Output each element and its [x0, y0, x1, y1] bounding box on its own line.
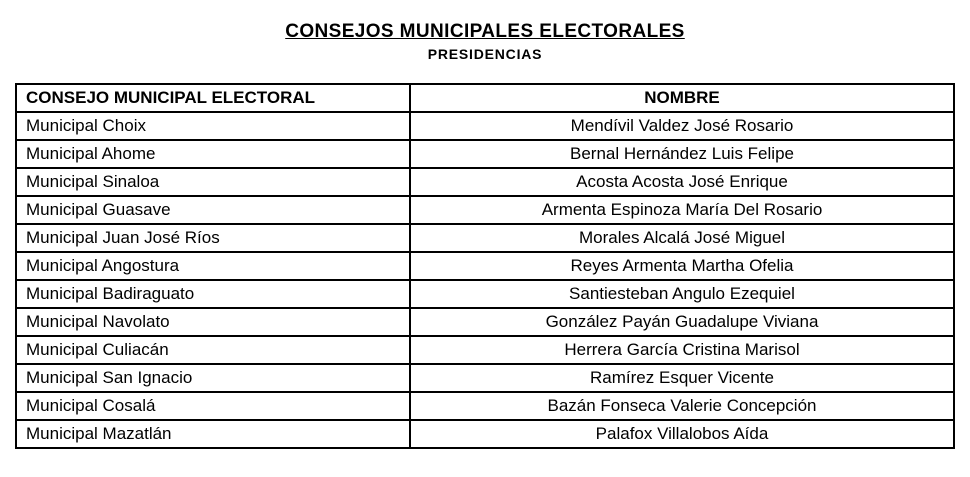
header-nombre: NOMBRE [409, 83, 955, 113]
consejo-cell: Municipal Navolato [15, 307, 411, 337]
consejo-cell: Municipal Guasave [15, 195, 411, 225]
nombre-cell: Ramírez Esquer Vicente [409, 363, 955, 393]
nombre-cell: Bazán Fonseca Valerie Concepción [409, 391, 955, 421]
table-row: Municipal Sinaloa Acosta Acosta José Enr… [15, 167, 955, 197]
nombre-cell: Bernal Hernández Luis Felipe [409, 139, 955, 169]
page-subtitle: PRESIDENCIAS [427, 46, 543, 62]
table-body: Municipal Choix Mendívil Valdez José Ros… [15, 111, 955, 449]
table-row: Municipal Ahome Bernal Hernández Luis Fe… [15, 139, 955, 169]
document-page: CONSEJOS MUNICIPALES ELECTORALES PRESIDE… [0, 21, 970, 449]
consejo-cell: Municipal Cosalá [15, 391, 411, 421]
table-row: Municipal Culiacán Herrera García Cristi… [15, 335, 955, 365]
presidencias-table: CONSEJO MUNICIPAL ELECTORAL NOMBRE Munic… [15, 83, 955, 449]
consejo-cell: Municipal Badiraguato [15, 279, 411, 309]
table-row: Municipal San Ignacio Ramírez Esquer Vic… [15, 363, 955, 393]
consejo-cell: Municipal Juan José Ríos [15, 223, 411, 253]
consejo-cell: Municipal Ahome [15, 139, 411, 169]
consejo-cell: Municipal Angostura [15, 251, 411, 281]
nombre-cell: Mendívil Valdez José Rosario [409, 111, 955, 141]
table-row: Municipal Cosalá Bazán Fonseca Valerie C… [15, 391, 955, 421]
nombre-cell: Herrera García Cristina Marisol [409, 335, 955, 365]
nombre-cell: Morales Alcalá José Miguel [409, 223, 955, 253]
table-row: Municipal Navolato González Payán Guadal… [15, 307, 955, 337]
page-title: CONSEJOS MUNICIPALES ELECTORALES [285, 21, 685, 42]
table-row: Municipal Angostura Reyes Armenta Martha… [15, 251, 955, 281]
nombre-cell: Santiesteban Angulo Ezequiel [409, 279, 955, 309]
nombre-cell: Reyes Armenta Martha Ofelia [409, 251, 955, 281]
table-row: Municipal Mazatlán Palafox Villalobos Aí… [15, 419, 955, 449]
header-consejo: CONSEJO MUNICIPAL ELECTORAL [15, 83, 411, 113]
consejo-cell: Municipal San Ignacio [15, 363, 411, 393]
table-row: Municipal Choix Mendívil Valdez José Ros… [15, 111, 955, 141]
table-row: Municipal Guasave Armenta Espinoza María… [15, 195, 955, 225]
nombre-cell: González Payán Guadalupe Viviana [409, 307, 955, 337]
table-header: CONSEJO MUNICIPAL ELECTORAL NOMBRE [15, 83, 955, 113]
table-row: Municipal Badiraguato Santiesteban Angul… [15, 279, 955, 309]
table-row: Municipal Juan José Ríos Morales Alcalá … [15, 223, 955, 253]
header-row: CONSEJO MUNICIPAL ELECTORAL NOMBRE [15, 83, 955, 113]
consejo-cell: Municipal Culiacán [15, 335, 411, 365]
consejo-cell: Municipal Choix [15, 111, 411, 141]
nombre-cell: Armenta Espinoza María Del Rosario [409, 195, 955, 225]
nombre-cell: Acosta Acosta José Enrique [409, 167, 955, 197]
nombre-cell: Palafox Villalobos Aída [409, 419, 955, 449]
consejo-cell: Municipal Sinaloa [15, 167, 411, 197]
consejo-cell: Municipal Mazatlán [15, 419, 411, 449]
title-block: CONSEJOS MUNICIPALES ELECTORALES PRESIDE… [0, 21, 970, 62]
